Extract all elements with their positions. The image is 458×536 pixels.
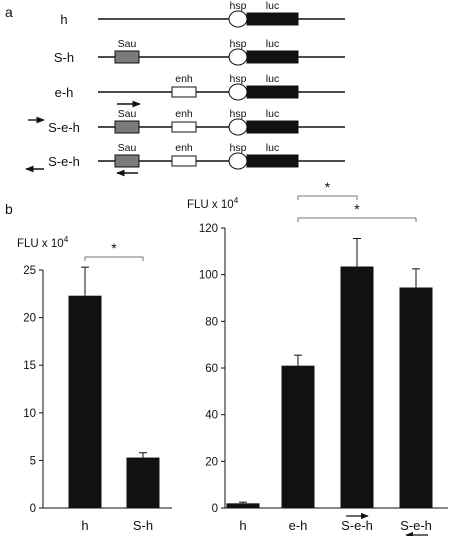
- y-axis-label-exponent: 4: [234, 195, 239, 205]
- construct-luc-label: luc: [266, 108, 279, 120]
- construct-hsp-element: [228, 10, 248, 28]
- panel-b-label: b: [5, 201, 13, 217]
- construct-luc-element: [246, 50, 299, 64]
- construct-name: S-h: [54, 50, 74, 65]
- construct-sau-label: Sau: [118, 142, 137, 154]
- panel-a-label: a: [5, 4, 13, 20]
- category-label: e-h: [289, 518, 308, 533]
- construct-hsp-element: [228, 48, 248, 66]
- construct-enh-element: [171, 86, 197, 98]
- category-label: S-h: [133, 518, 153, 533]
- construct-name: S-e-h: [48, 154, 80, 169]
- construct-enh-label: enh: [175, 73, 193, 85]
- bar: [281, 365, 315, 508]
- construct-hsp-element: [228, 152, 248, 170]
- construct-hsp-label: hsp: [230, 0, 247, 12]
- construct-name: h: [60, 12, 67, 27]
- construct-hsp-label: hsp: [230, 38, 247, 50]
- construct-luc-element: [246, 154, 299, 168]
- construct-enh-element: [171, 121, 197, 133]
- y-axis-label: FLU x 104: [187, 195, 239, 211]
- construct-enh-label: enh: [175, 142, 193, 154]
- construct-row: h hsp luc: [60, 0, 345, 28]
- construct-sau-element: [114, 154, 140, 168]
- construct-luc-label: luc: [266, 0, 279, 12]
- bar: [126, 457, 160, 508]
- y-tick-label: 0: [30, 503, 36, 515]
- construct-sau-element: [114, 120, 140, 134]
- construct-hsp-element: [228, 118, 248, 136]
- y-tick-label: 25: [23, 265, 36, 277]
- category-label: S-e-h: [341, 518, 373, 533]
- construct-enh-label: enh: [175, 108, 193, 120]
- y-tick-label: 10: [23, 408, 36, 420]
- construct-row: S-e-h enh hsp luc Sau: [25, 142, 345, 177]
- y-axis-label-exponent: 4: [64, 234, 69, 244]
- construct-luc-element: [246, 120, 299, 134]
- significance-bracket: [84, 256, 144, 261]
- construct-row: S-e-h Sau enh hsp luc: [28, 100, 345, 136]
- y-tick-label: 20: [23, 313, 36, 325]
- construct-luc-element: [246, 12, 299, 26]
- bar: [340, 266, 374, 508]
- construct-luc-label: luc: [266, 142, 279, 154]
- construct-luc-label: luc: [266, 73, 279, 85]
- y-tick-label: 20: [205, 456, 218, 468]
- construct-luc-element: [246, 85, 299, 99]
- significance-marker: *: [354, 201, 360, 217]
- y-tick-label: 0: [212, 503, 218, 515]
- construct-sau-element: [114, 50, 140, 64]
- construct-name: S-e-h: [48, 120, 80, 135]
- category-label: h: [239, 518, 246, 533]
- construct-row: e-h enh hsp luc: [55, 73, 345, 101]
- y-tick-label: 80: [205, 316, 218, 328]
- construct-sau-label: Sau: [118, 38, 137, 50]
- y-axis-label-base: FLU x 10: [187, 199, 234, 211]
- significance-bracket: [297, 217, 417, 222]
- construct-enh-element: [171, 155, 197, 167]
- construct-hsp-label: hsp: [230, 73, 247, 85]
- y-tick-label: 100: [199, 270, 218, 282]
- bar: [68, 295, 102, 508]
- bar: [399, 287, 433, 508]
- y-tick-label: 120: [199, 223, 218, 235]
- construct-sau-label: Sau: [118, 108, 137, 120]
- significance-bracket: [297, 195, 358, 200]
- significance-marker: *: [111, 240, 117, 256]
- construct-hsp-element: [228, 83, 248, 101]
- category-label: h: [81, 518, 88, 533]
- chart-left: 0 5 10 15 20 25 FLU x 104 h S-h *: [17, 234, 172, 533]
- construct-hsp-label: hsp: [230, 108, 247, 120]
- bar: [226, 503, 260, 508]
- y-tick-label: 40: [205, 410, 218, 422]
- y-tick-label: 15: [23, 360, 36, 372]
- construct-row: S-h Sau hsp luc: [54, 38, 345, 66]
- construct-diagrams: h hsp luc S-h Sau hsp luc e-h enh hsp luc S-e-h Sau e…: [25, 0, 345, 177]
- construct-luc-label: luc: [266, 38, 279, 50]
- y-axis-label-base: FLU x 10: [17, 238, 64, 250]
- significance-marker: *: [325, 179, 331, 195]
- construct-name: e-h: [55, 85, 74, 100]
- category-label: S-e-h: [400, 518, 432, 533]
- chart-right: 0 20 40 60 80 100 120 FLU x 104 h e-h S-e-h S-e-h * *: [187, 179, 448, 536]
- y-tick-label: 5: [30, 455, 36, 467]
- y-axis-label: FLU x 104: [17, 234, 69, 250]
- construct-hsp-label: hsp: [230, 142, 247, 154]
- y-tick-label: 60: [205, 363, 218, 375]
